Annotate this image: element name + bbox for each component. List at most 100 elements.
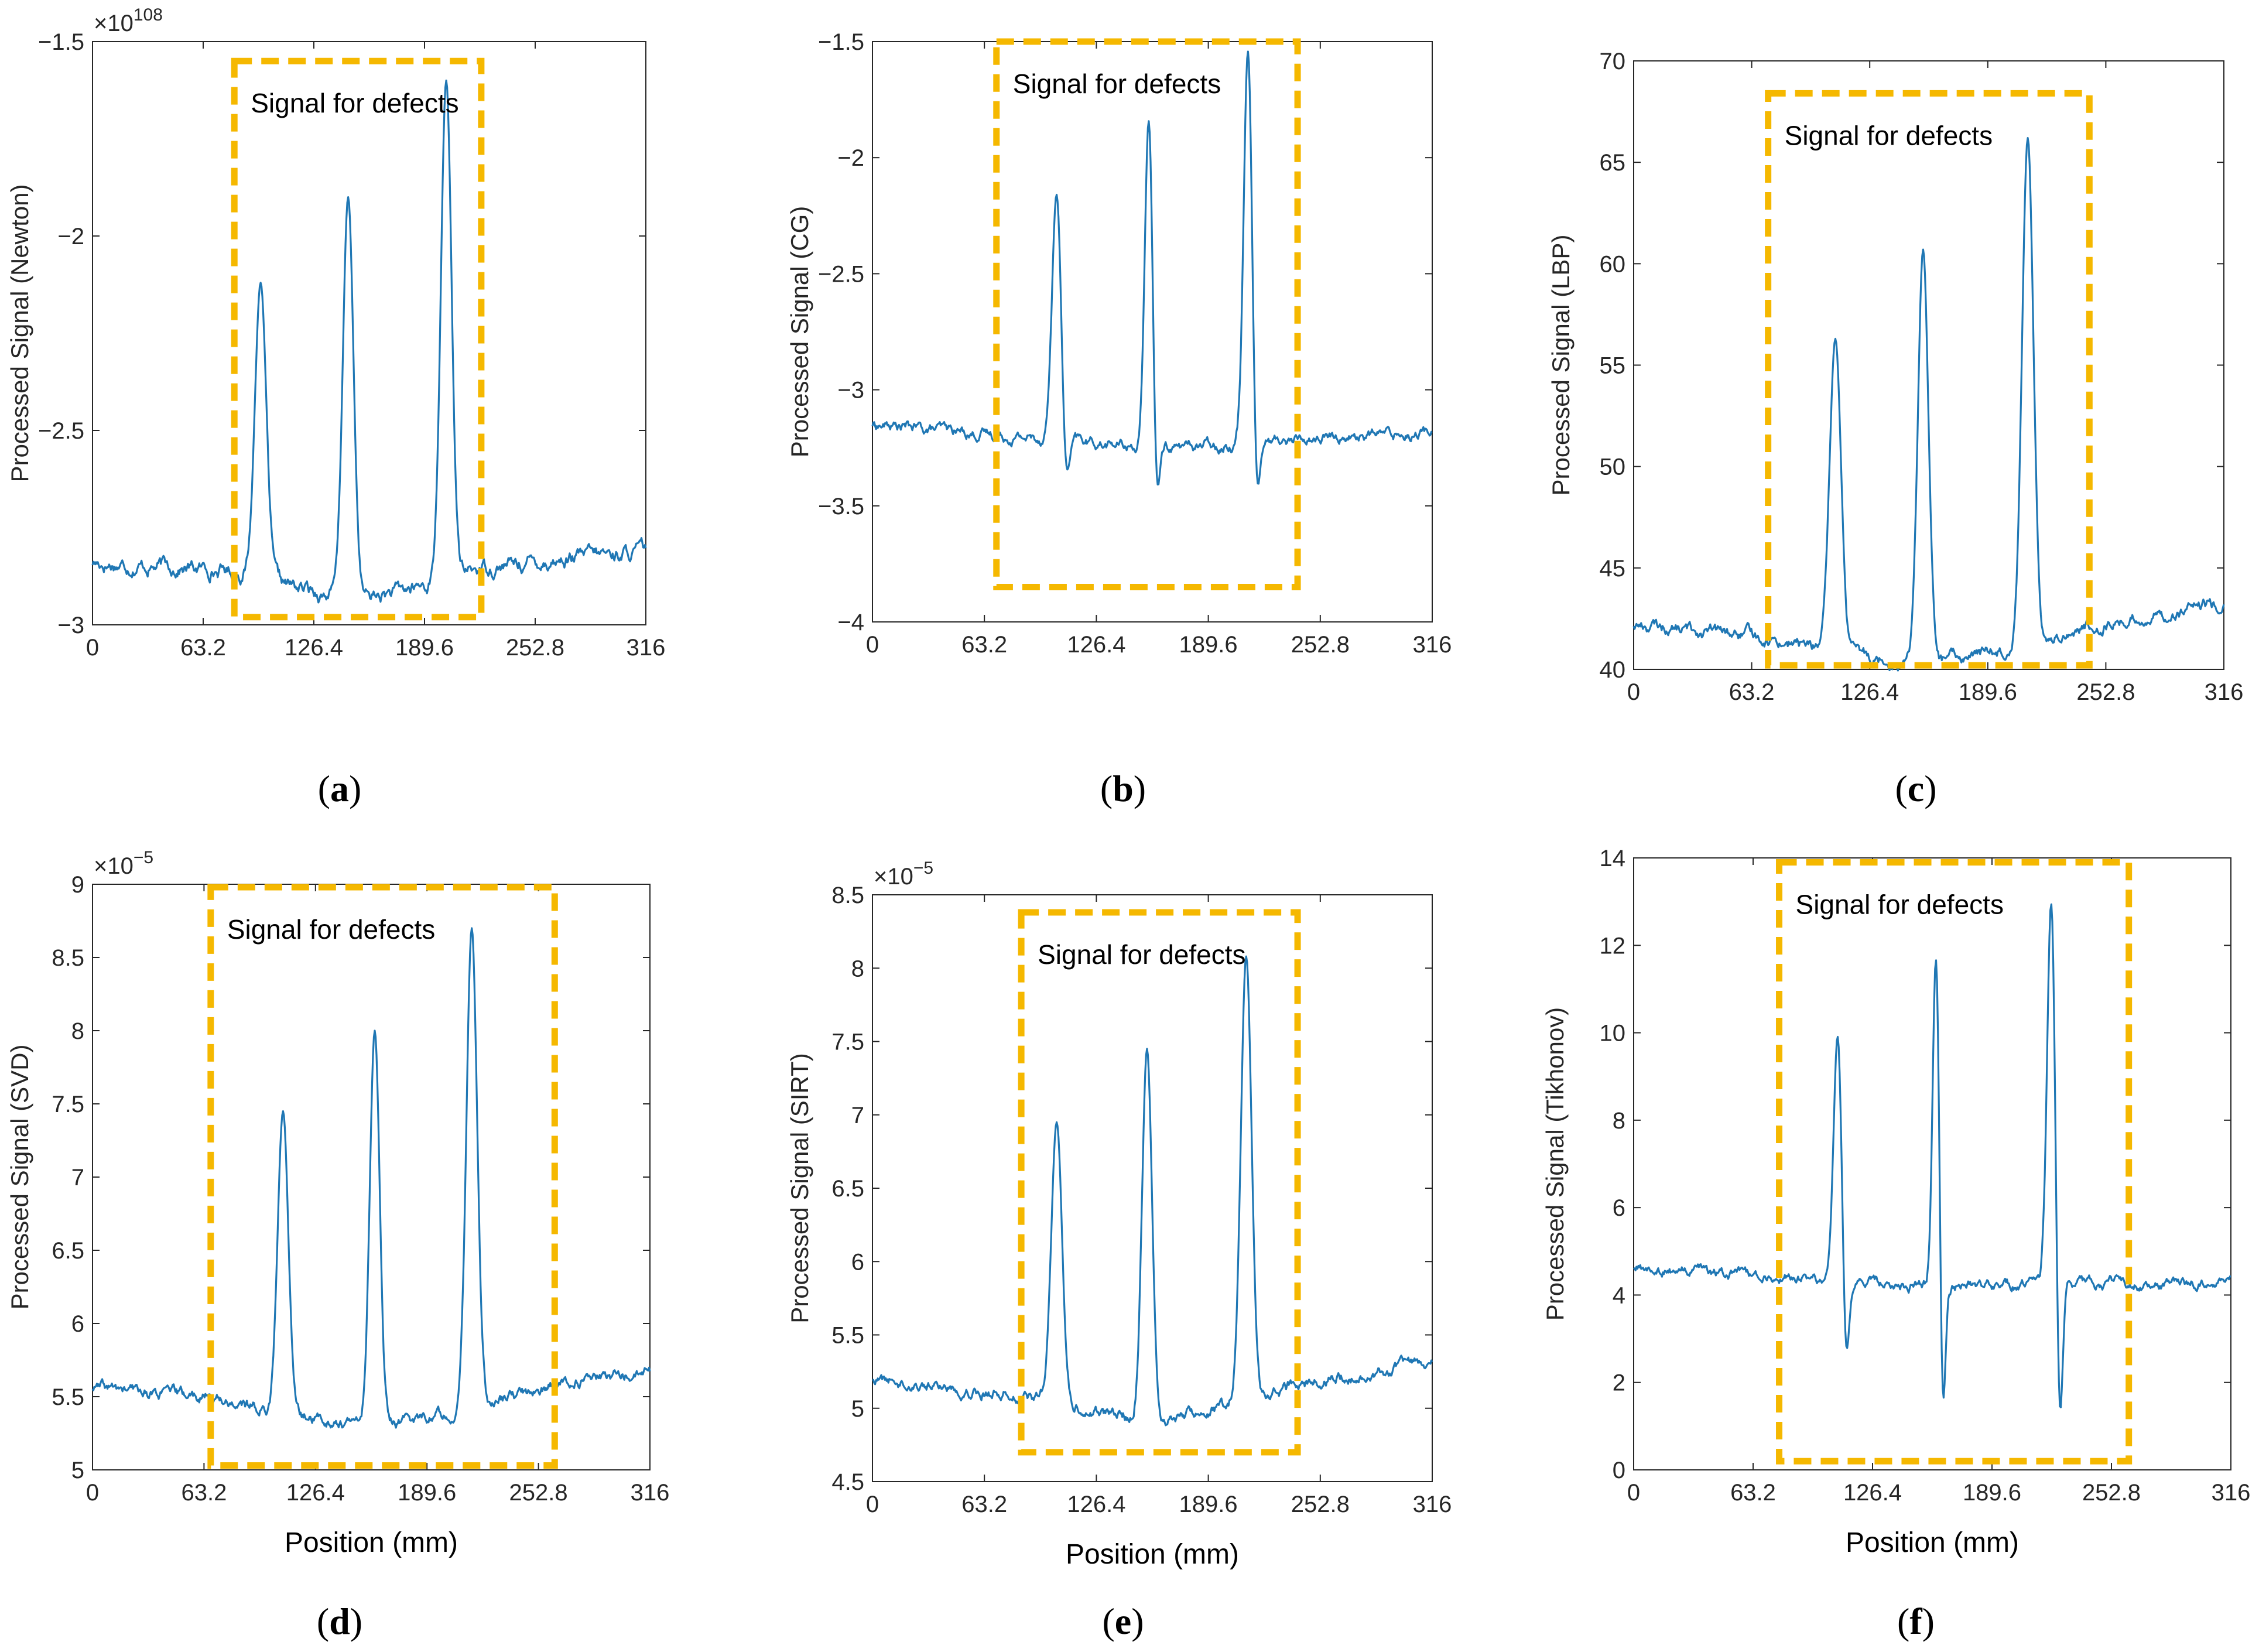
y-tick-label: 4.5 [831,1469,864,1495]
signal-series-line [1632,137,2225,672]
axis-exponent-power: −5 [134,848,153,867]
axis-exponent-base: ×10 [874,864,913,890]
x-tick-label: 316 [627,635,666,661]
chart-panel-4: 0 63.2 126.4 189.6 252.8 316 5 5.5 6 6.5 7 7.5 8 8.5 9… [6,848,669,1642]
signal-series-line [1632,903,2231,1408]
x-tick-label: 189.6 [1959,679,2017,705]
defect-annotation-label: Signal for defects [251,88,458,118]
y-tick-label: 8 [71,1018,84,1044]
plot-area-frame [92,41,646,625]
y-axis-label: Processed Signal (SVD) [6,1045,33,1310]
panel-label-open: ( [1897,1600,1909,1642]
x-tick-label: 126.4 [1067,632,1125,658]
y-tick-label: 60 [1600,251,1626,277]
defect-annotation-label: Signal for defects [227,914,435,945]
defect-region-box [207,884,558,1469]
defect-annotation-label: Signal for defects [1796,889,2004,919]
x-tick-label: 63.2 [180,635,226,661]
y-tick-label: 45 [1600,556,1626,582]
y-tick-label: 65 [1600,150,1626,176]
x-tick-label: 316 [1413,632,1452,658]
x-tick-label: 63.2 [181,1480,227,1506]
y-tick-label: −2 [837,145,864,171]
y-tick-label: 6 [851,1249,864,1275]
panel-label: (b) [1100,768,1146,809]
y-axis-label: Processed Signal (Newton) [6,184,33,483]
axis-exponent: ×10−5 [874,859,933,890]
y-tick-label: 4 [1613,1282,1625,1308]
x-tick-label: 316 [1413,1492,1452,1517]
y-tick-label: 70 [1600,49,1626,74]
y-tick-label: 55 [1600,353,1626,379]
x-tick-label: 316 [2212,1480,2251,1506]
defect-region-box [1765,90,2093,669]
defect-region-box [1776,859,2133,1465]
panel-label: (d) [317,1600,362,1642]
y-tick-label: 5 [71,1458,84,1483]
panel-label-open: ( [1100,768,1113,809]
panel-label-close: ) [349,768,361,809]
x-tick-label: 189.6 [398,1480,456,1506]
defect-region-box [993,38,1301,591]
y-tick-label: 5 [851,1396,864,1422]
x-tick-label: 0 [86,635,99,661]
x-tick-label: 252.8 [509,1480,568,1506]
axis-exponent-base: ×10 [94,853,134,879]
y-tick-label: 7 [851,1103,864,1128]
x-axis-label: Position (mm) [1846,1527,2019,1558]
y-tick-label: −2 [57,224,84,249]
panel-label-open: ( [1102,1600,1114,1642]
y-tick-label: 8 [851,956,864,981]
panel-label-close: ) [1134,768,1146,809]
y-tick-label: 8.5 [831,883,864,908]
y-tick-label: 8 [1613,1108,1625,1134]
x-axis-label: Position (mm) [1066,1539,1239,1570]
x-tick-label: 252.8 [506,635,564,661]
y-tick-label: 14 [1600,846,1626,871]
panel-label-close: ) [1924,768,1936,809]
y-axis-label: Processed Signal (SIRT) [786,1053,813,1323]
y-axis-label: Processed Signal (Tikhonov) [1541,1007,1569,1321]
chart-panel-3: 0 63.2 126.4 189.6 252.8 316 40 45 50 55 60 65 70 Pro… [1547,49,2243,809]
y-tick-label: 6.5 [831,1176,864,1202]
x-tick-label: 63.2 [961,1492,1007,1517]
x-tick-label: 189.6 [1963,1480,2021,1506]
axis-exponent: ×10108 [94,5,163,36]
y-tick-label: −1.5 [38,29,84,55]
x-tick-label: 63.2 [961,632,1007,658]
defect-region-box [1018,909,1301,1456]
x-axis-label: Position (mm) [285,1527,458,1558]
signal-series-line [872,955,1433,1427]
panel-label-letter: e [1115,1600,1131,1642]
y-tick-label: 6 [1613,1195,1625,1221]
x-tick-label: 126.4 [1067,1492,1125,1517]
signal-series-line [91,79,647,604]
panel-label-letter: a [330,768,349,809]
panel-label-open: ( [1895,768,1907,809]
x-tick-label: 0 [1627,1480,1640,1506]
y-tick-label: 5.5 [52,1384,84,1410]
y-tick-label: 8.5 [52,945,84,971]
x-tick-label: 0 [86,1480,99,1506]
y-tick-label: 0 [1613,1458,1625,1483]
x-tick-label: 252.8 [1291,1492,1350,1517]
y-axis-label: Processed Signal (LBP) [1547,235,1575,496]
panel-label: (c) [1895,768,1936,809]
plot-area-frame [1633,857,2231,1470]
x-tick-label: 189.6 [395,635,454,661]
y-tick-label: 5.5 [831,1323,864,1349]
plot-area-frame [1633,60,2224,670]
x-tick-label: 126.4 [285,635,343,661]
panel-label-close: ) [1922,1600,1935,1642]
y-tick-label: 7 [71,1165,84,1191]
y-tick-label: 7.5 [831,1029,864,1055]
y-tick-label: 9 [71,872,84,898]
panel-label-letter: d [329,1600,350,1642]
y-tick-label: 10 [1600,1021,1626,1046]
chart-panel-6: 0 63.2 126.4 189.6 252.8 316 0 2 4 6 8 10 12 14 Proces… [1541,846,2250,1642]
x-tick-label: 252.8 [2076,679,2135,705]
x-tick-label: 63.2 [1730,1480,1776,1506]
panel-label: (f) [1897,1600,1935,1642]
x-tick-label: 0 [1627,679,1640,705]
y-tick-label: 7.5 [52,1092,84,1117]
